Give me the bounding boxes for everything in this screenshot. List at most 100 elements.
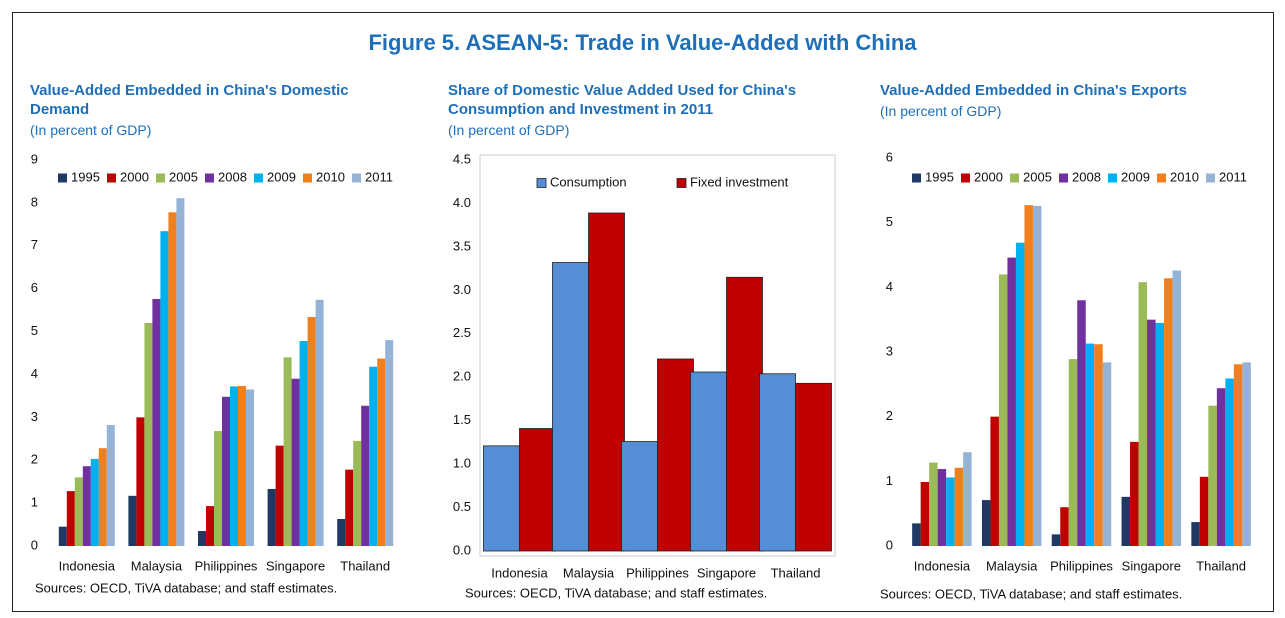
bar	[74, 477, 83, 546]
y-tick-label: 0.5	[453, 499, 471, 514]
legend-swatch	[912, 173, 921, 183]
legend-label: 2005	[1023, 169, 1052, 184]
x-tick-label: Philippines	[626, 565, 689, 580]
bar	[1199, 476, 1209, 546]
y-tick-label: 2.0	[453, 369, 471, 384]
legend-swatch	[1157, 173, 1166, 183]
y-tick-label: 4	[31, 366, 38, 381]
legend-swatch	[352, 173, 361, 183]
bar	[160, 231, 169, 546]
y-tick-label: 4.5	[453, 151, 471, 166]
bar	[1094, 344, 1103, 546]
legend-label: 1995	[925, 169, 954, 184]
y-tick-label: 3	[886, 343, 893, 358]
legend-label: 2011	[1219, 169, 1247, 184]
legend-label: 2005	[169, 169, 198, 184]
bar	[1007, 257, 1016, 546]
legend-label: 2009	[1121, 169, 1150, 184]
y-tick-label: 2.5	[453, 325, 471, 340]
y-tick-label: 8	[31, 194, 38, 209]
bar	[912, 523, 921, 546]
bar	[1085, 343, 1095, 546]
legend-swatch	[254, 173, 263, 183]
source-note: Sources: OECD, TiVA database; and staff …	[465, 585, 767, 600]
bar	[98, 448, 107, 546]
y-tick-label: 5	[31, 323, 38, 338]
bar	[621, 441, 658, 552]
bar	[267, 488, 276, 546]
y-tick-label: 5	[886, 214, 893, 229]
bar	[206, 506, 214, 546]
y-tick-label: 4.0	[453, 195, 471, 210]
legend-swatch	[156, 173, 165, 183]
bar	[795, 382, 832, 552]
bar	[920, 481, 930, 546]
bar	[345, 469, 354, 546]
y-tick-label: 0	[31, 537, 38, 552]
bar	[1208, 405, 1217, 546]
bar	[1216, 388, 1226, 546]
legend-label: 2010	[1170, 169, 1199, 184]
y-tick-label: 1.5	[453, 412, 471, 427]
y-tick-label: 9	[31, 151, 38, 166]
y-tick-label: 6	[886, 149, 893, 164]
x-tick-label: Singapore	[1122, 558, 1181, 573]
bar	[1051, 534, 1061, 546]
source-note: Sources: OECD, TiVA database; and staff …	[35, 580, 337, 595]
chart-title: Share of Domestic Value Added Used for C…	[448, 82, 797, 118]
x-tick-label: Indonesia	[914, 558, 971, 573]
legend-swatch	[676, 178, 687, 188]
bar	[937, 469, 947, 546]
legend-swatch	[1059, 173, 1068, 183]
bar	[58, 526, 67, 546]
bar	[1233, 364, 1243, 546]
y-tick-label: 6	[31, 280, 38, 295]
bar	[588, 212, 625, 552]
legend-swatch	[961, 173, 970, 183]
bar	[385, 340, 394, 546]
figure-title: Figure 5. ASEAN-5: Trade in Value-Added …	[368, 30, 917, 55]
chart-subtitle: (In percent of GDP)	[30, 122, 152, 138]
legend-label: 2000	[974, 169, 1003, 184]
source-note: Sources: OECD, TiVA database; and staff …	[880, 586, 1182, 601]
legend-label: 1995	[71, 169, 100, 184]
y-tick-label: 0.0	[453, 542, 471, 557]
legend-swatch	[205, 173, 214, 183]
legend-label: 2011	[365, 169, 393, 184]
bar	[222, 396, 230, 546]
x-tick-label: Thailand	[340, 558, 390, 573]
x-tick-label: Thailand	[1196, 558, 1246, 573]
x-tick-label: Indonesia	[491, 565, 548, 580]
legend-swatch	[1108, 173, 1117, 183]
plot-frame	[479, 154, 836, 557]
y-tick-label: 4	[886, 279, 893, 294]
bar	[552, 262, 589, 552]
bar	[1147, 319, 1156, 546]
bar	[954, 467, 964, 546]
x-tick-label: Malaysia	[563, 565, 615, 580]
bar	[214, 431, 222, 546]
y-tick-label: 3	[31, 409, 38, 424]
bar	[82, 466, 91, 546]
legend-label: 2000	[120, 169, 149, 184]
bar	[66, 491, 75, 546]
bar	[1172, 270, 1182, 546]
bar	[1060, 507, 1069, 546]
legend-label: Fixed investment	[690, 174, 789, 189]
bar	[307, 316, 316, 546]
bar	[136, 417, 145, 546]
bar	[1225, 378, 1234, 546]
bar	[726, 276, 763, 552]
bar	[990, 416, 999, 546]
chart-subtitle: (In percent of GDP)	[448, 122, 570, 138]
bar	[981, 500, 991, 546]
chart-subtitle: (In percent of GDP)	[880, 103, 1002, 119]
bar	[230, 386, 238, 546]
legend-swatch	[303, 173, 312, 183]
bar	[168, 212, 177, 546]
y-tick-label: 0	[886, 537, 893, 552]
legend-label: Consumption	[550, 174, 627, 189]
bar	[483, 445, 520, 552]
bar	[128, 495, 137, 546]
chart-title: Value-Added Embedded in China's Exports	[880, 82, 1187, 99]
